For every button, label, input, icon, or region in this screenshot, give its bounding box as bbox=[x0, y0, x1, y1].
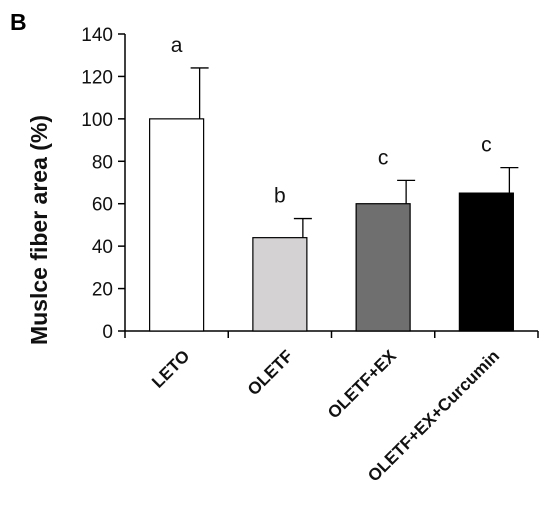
bar bbox=[458, 192, 514, 332]
bar bbox=[252, 237, 308, 332]
y-tick-label: 100 bbox=[81, 110, 113, 131]
y-tick-label: 0 bbox=[102, 322, 113, 343]
bar bbox=[149, 118, 205, 332]
y-tick-label: 60 bbox=[92, 195, 113, 216]
panel-label: B bbox=[10, 9, 27, 35]
y-tick-label: 80 bbox=[92, 152, 113, 173]
y-tick-label: 120 bbox=[81, 67, 113, 88]
bar bbox=[355, 203, 411, 332]
y-axis: 0 20 40 60 80 100 120 140 bbox=[81, 25, 126, 343]
category-label: OLETF+EX bbox=[324, 346, 400, 422]
y-axis-title: Muslce fiber area (%) bbox=[26, 115, 52, 345]
significance-label: b bbox=[274, 185, 286, 208]
y-tick-label: 40 bbox=[92, 237, 113, 258]
category-label: OLETF bbox=[244, 346, 297, 399]
significance-label: c bbox=[378, 146, 389, 169]
significance-label: a bbox=[171, 34, 183, 57]
category-label: LETO bbox=[148, 346, 193, 391]
bars bbox=[149, 118, 514, 332]
significance-label: c bbox=[481, 134, 492, 157]
y-tick-label: 140 bbox=[81, 25, 113, 46]
significance-labels: a b c c bbox=[171, 34, 492, 208]
error-bars bbox=[190, 67, 519, 238]
x-axis bbox=[124, 330, 539, 338]
y-tick-label: 20 bbox=[92, 280, 113, 301]
